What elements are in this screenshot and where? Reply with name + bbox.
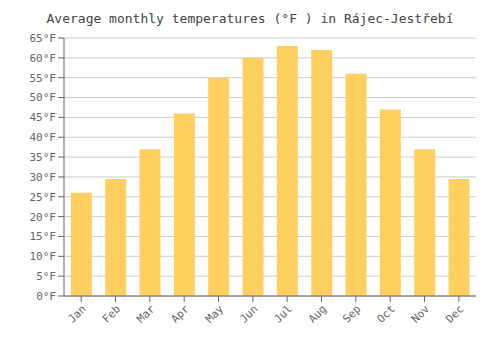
svg-text:50°F: 50°F [30,91,57,104]
svg-text:Nov: Nov [409,302,433,326]
svg-text:Sep: Sep [340,302,363,325]
svg-text:Aug: Aug [306,302,329,325]
svg-text:5°F: 5°F [36,270,56,283]
svg-text:40°F: 40°F [30,131,57,144]
svg-text:60°F: 60°F [30,52,57,65]
svg-text:Dec: Dec [443,302,466,325]
svg-text:30°F: 30°F [30,171,57,184]
svg-text:Feb: Feb [100,302,123,325]
svg-text:Apr: Apr [169,302,193,326]
html-text:Average monthly temperatures (: Average monthly temperatures (°F ) in Rá… [46,11,454,26]
svg-text:Jun: Jun [237,302,260,325]
svg-text:25°F: 25°F [30,191,57,204]
svg-text:65°F: 65°F [30,32,57,45]
svg-text:Oct: Oct [375,302,398,325]
svg-text:May: May [203,302,227,326]
svg-text:55°F: 55°F [30,72,57,85]
svg-text:0°F: 0°F [36,290,56,303]
svg-text:15°F: 15°F [30,230,57,243]
svg-text:10°F: 10°F [30,250,57,263]
svg-text:45°F: 45°F [30,111,57,124]
svg-text:Jan: Jan [66,302,89,325]
svg-text:Jul: Jul [272,302,295,325]
svg-text:20°F: 20°F [30,211,57,224]
svg-text:35°F: 35°F [30,151,57,164]
svg-text:Mar: Mar [134,302,158,326]
